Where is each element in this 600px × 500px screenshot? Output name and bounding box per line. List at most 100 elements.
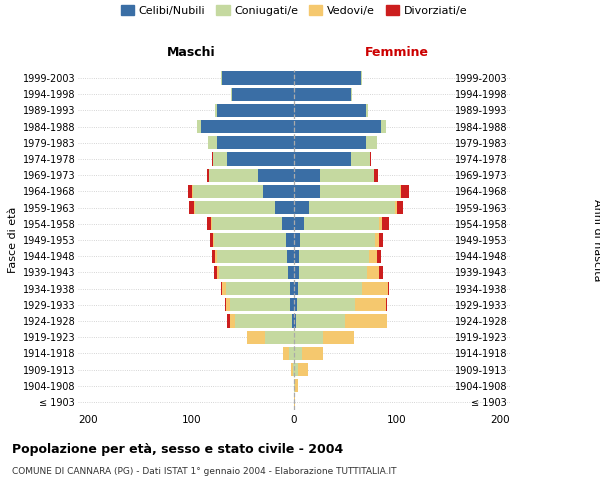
Bar: [294, 250, 299, 263]
Bar: [299, 266, 367, 279]
Bar: [202, 120, 294, 134]
Bar: [304, 217, 379, 230]
Bar: [294, 379, 295, 392]
Bar: [222, 72, 294, 85]
Bar: [298, 282, 362, 295]
Bar: [296, 314, 346, 328]
Bar: [401, 185, 409, 198]
Bar: [230, 298, 290, 312]
Text: COMUNE DI CANNARA (PG) - Dati ISTAT 1° gennaio 2004 - Elaborazione TUTTITALIA.IT: COMUNE DI CANNARA (PG) - Dati ISTAT 1° g…: [12, 468, 397, 476]
Bar: [369, 250, 377, 263]
Bar: [294, 363, 298, 376]
Bar: [362, 282, 388, 295]
Bar: [232, 88, 294, 101]
Bar: [294, 120, 382, 134]
Bar: [379, 266, 383, 279]
Bar: [350, 88, 352, 101]
Bar: [298, 363, 308, 376]
Bar: [189, 201, 194, 214]
Bar: [361, 72, 362, 85]
Bar: [222, 282, 226, 295]
Bar: [366, 136, 377, 149]
Bar: [290, 298, 294, 312]
Bar: [288, 266, 294, 279]
Bar: [212, 217, 281, 230]
Bar: [294, 88, 350, 101]
Bar: [294, 266, 299, 279]
Bar: [235, 314, 292, 328]
Bar: [197, 120, 202, 134]
Bar: [221, 72, 222, 85]
Bar: [213, 152, 227, 166]
Bar: [231, 88, 232, 101]
Text: Maschi: Maschi: [167, 46, 215, 59]
Bar: [294, 201, 310, 214]
Bar: [294, 330, 323, 344]
Bar: [214, 266, 217, 279]
Bar: [289, 346, 294, 360]
Bar: [209, 234, 213, 246]
Bar: [215, 250, 217, 263]
Bar: [346, 314, 386, 328]
Bar: [265, 330, 294, 344]
Bar: [355, 298, 386, 312]
Bar: [377, 250, 382, 263]
Text: Popolazione per età, sesso e stato civile - 2004: Popolazione per età, sesso e stato civil…: [12, 442, 343, 456]
Bar: [219, 266, 288, 279]
Bar: [225, 298, 226, 312]
Text: Femmine: Femmine: [365, 46, 429, 59]
Bar: [206, 217, 211, 230]
Bar: [193, 185, 263, 198]
Bar: [382, 120, 386, 134]
Bar: [295, 379, 298, 392]
Legend: Celibi/Nubili, Coniugati/e, Vedovi/e, Divorziati/e: Celibi/Nubili, Coniugati/e, Vedovi/e, Di…: [116, 1, 472, 20]
Bar: [195, 201, 275, 214]
Bar: [366, 104, 368, 117]
Bar: [382, 217, 389, 230]
Bar: [310, 201, 395, 214]
Bar: [226, 298, 230, 312]
Y-axis label: Fasce di età: Fasce di età: [8, 207, 19, 273]
Bar: [397, 201, 403, 214]
Bar: [209, 168, 258, 182]
Bar: [215, 104, 217, 117]
Bar: [293, 363, 294, 376]
Bar: [300, 234, 375, 246]
Bar: [294, 234, 300, 246]
Bar: [379, 234, 383, 246]
Bar: [294, 282, 298, 295]
Bar: [294, 314, 296, 328]
Bar: [294, 72, 361, 85]
Bar: [291, 363, 293, 376]
Bar: [294, 104, 366, 117]
Bar: [287, 250, 294, 263]
Bar: [214, 234, 286, 246]
Text: Anni di nascita: Anni di nascita: [592, 198, 600, 281]
Bar: [297, 298, 355, 312]
Bar: [217, 136, 294, 149]
Bar: [227, 152, 294, 166]
Bar: [367, 266, 379, 279]
Bar: [294, 152, 350, 166]
Bar: [206, 168, 209, 182]
Bar: [212, 250, 215, 263]
Bar: [323, 330, 353, 344]
Bar: [302, 346, 323, 360]
Bar: [294, 136, 366, 149]
Bar: [294, 168, 320, 182]
Bar: [211, 217, 212, 230]
Bar: [217, 104, 294, 117]
Bar: [294, 298, 297, 312]
Bar: [294, 346, 302, 360]
Bar: [283, 346, 289, 360]
Bar: [286, 234, 294, 246]
Bar: [217, 250, 287, 263]
Bar: [227, 314, 230, 328]
Bar: [292, 314, 294, 328]
Bar: [294, 396, 295, 408]
Bar: [281, 217, 294, 230]
Bar: [192, 185, 193, 198]
Bar: [400, 185, 401, 198]
Bar: [350, 152, 370, 166]
Bar: [379, 217, 382, 230]
